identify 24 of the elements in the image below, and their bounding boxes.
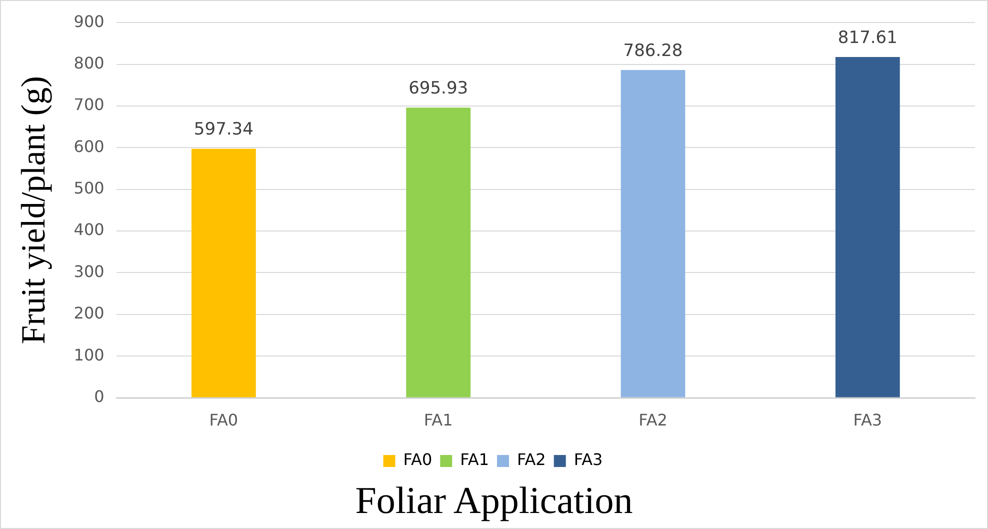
data-label: 817.61 <box>838 28 898 48</box>
y-tick-label: 200 <box>74 304 104 323</box>
legend-label: FA3 <box>574 450 603 470</box>
y-tick-label: 300 <box>74 262 104 281</box>
y-tick-label: 800 <box>74 53 104 72</box>
x-tick-label: FA3 <box>853 410 882 430</box>
y-tick-label: 900 <box>74 12 104 31</box>
x-tick-label: FA1 <box>424 410 453 430</box>
x-tick-label: FA0 <box>209 410 238 430</box>
y-axis-title: Fruit yield/plant (g) <box>15 76 52 344</box>
legend-label: FA1 <box>460 450 489 470</box>
y-tick-label: 700 <box>74 95 104 114</box>
y-tick-label: 500 <box>74 178 104 198</box>
data-label: 695.93 <box>408 78 468 99</box>
y-tick-label: 0 <box>94 386 104 406</box>
x-tick-label: FA2 <box>638 410 668 430</box>
y-tick-label: 400 <box>74 220 104 240</box>
y-tick-label: 100 <box>74 345 104 364</box>
legend-label: FA0 <box>403 450 432 470</box>
x-axis-title: Foliar Application <box>354 479 634 523</box>
data-label: 786.28 <box>623 40 683 61</box>
legend-label: FA2 <box>517 450 546 470</box>
y-tick-label: 600 <box>74 136 104 156</box>
data-label: 597.34 <box>194 120 254 140</box>
